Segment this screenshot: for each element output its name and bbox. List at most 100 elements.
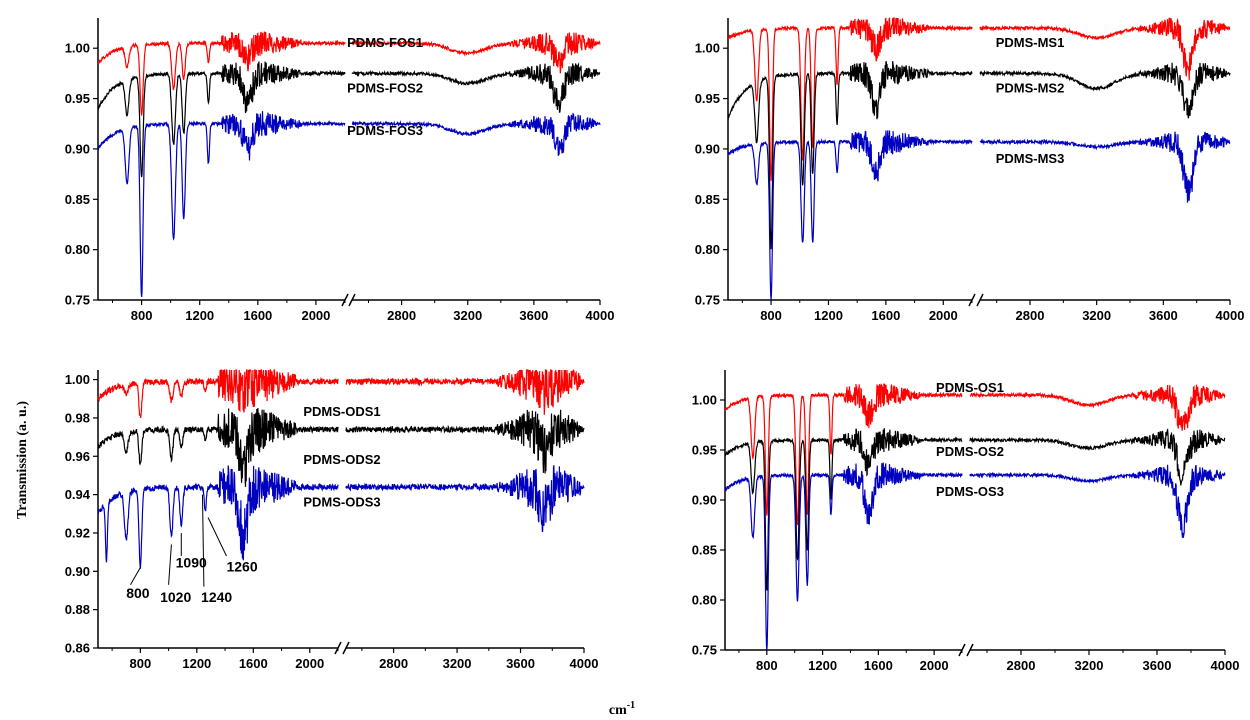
y-tick-label: 0.90 bbox=[65, 141, 90, 156]
series-line-pdms-ods2 bbox=[97, 407, 339, 487]
y-tick-label: 0.75 bbox=[65, 293, 90, 308]
x-axis-title: cm-1 bbox=[609, 700, 635, 718]
x-tick-label: 1200 bbox=[185, 308, 214, 323]
series-line-pdms-os3 bbox=[969, 464, 1226, 538]
x-tick-label: 1200 bbox=[814, 308, 843, 323]
x-tick-label: 3600 bbox=[519, 308, 548, 323]
series-label-pdms-ms3: PDMS-MS3 bbox=[996, 151, 1065, 166]
y-tick-label: 0.95 bbox=[695, 91, 720, 106]
x-tick-label: 1200 bbox=[808, 658, 837, 673]
x-tick-label: 1600 bbox=[864, 658, 893, 673]
peak-annotation-1240: 1240 bbox=[201, 589, 232, 605]
y-tick-label: 0.75 bbox=[695, 293, 720, 308]
x-tick-label: 3600 bbox=[1143, 658, 1172, 673]
x-tick-label: 2000 bbox=[301, 308, 330, 323]
series-line-pdms-ods2 bbox=[345, 409, 585, 474]
y-tick-label: 0.75 bbox=[692, 643, 717, 658]
chart-panel-bottom-left: 0.86 0.88 0.90 0.92 0.94 0.96 0.98 1.00 800 1200 1… bbox=[65, 368, 599, 671]
series-label-pdms-ms2: PDMS-MS2 bbox=[996, 81, 1065, 96]
y-tick-label: 0.90 bbox=[695, 141, 720, 156]
series-line-pdms-ods1 bbox=[97, 369, 339, 419]
y-tick-label: 0.80 bbox=[65, 242, 90, 257]
chart-panel-top-right: 0.75 0.80 0.85 0.90 0.95 1.00 800 1200 1600 2000 2… bbox=[695, 16, 1245, 323]
x-tick-label: 2000 bbox=[295, 656, 324, 671]
series-label-pdms-fos2: PDMS-FOS2 bbox=[347, 81, 423, 96]
peak-annotation-line bbox=[201, 494, 205, 587]
y-tick-label: 0.96 bbox=[65, 449, 90, 464]
y-tick-label: 0.90 bbox=[692, 493, 717, 508]
series-line-pdms-fos3 bbox=[97, 111, 346, 298]
x-tick-label: 3600 bbox=[506, 656, 535, 671]
series-line-pdms-fos2 bbox=[351, 62, 601, 113]
series-line-pdms-ms1 bbox=[979, 17, 1231, 81]
chart-panel-top-left: 0.75 0.80 0.85 0.90 0.95 1.00 800 1200 1600 2000 2… bbox=[65, 18, 615, 323]
series-line-pdms-fos3 bbox=[351, 112, 601, 156]
y-tick-label: 0.90 bbox=[65, 564, 90, 579]
series-line-pdms-ms1 bbox=[727, 16, 973, 181]
x-tick-label: 2800 bbox=[1007, 658, 1036, 673]
peak-annotation-line bbox=[207, 517, 227, 557]
y-axis-title: Transmission (a. u.) bbox=[15, 401, 30, 519]
peak-annotation-line bbox=[130, 567, 141, 585]
x-tick-label: 2000 bbox=[929, 308, 958, 323]
y-tick-label: 1.00 bbox=[65, 41, 90, 56]
panels: 0.75 0.80 0.85 0.90 0.95 1.00 800 1200 1600 2000 2… bbox=[65, 16, 1245, 673]
series-line-pdms-ods3 bbox=[345, 465, 585, 533]
x-tick-label: 1200 bbox=[182, 656, 211, 671]
x-axis-title-sup: -1 bbox=[627, 700, 635, 711]
x-tick-label: 800 bbox=[130, 656, 152, 671]
y-tick-label: 1.00 bbox=[695, 41, 720, 56]
x-axis-title-base: cm bbox=[609, 703, 627, 718]
x-tick-label: 4000 bbox=[570, 656, 599, 671]
peak-annotation-1020: 1020 bbox=[160, 589, 191, 605]
x-tick-label: 2800 bbox=[1016, 308, 1045, 323]
x-tick-label: 3200 bbox=[1082, 308, 1111, 323]
series-line-pdms-fos2 bbox=[97, 61, 346, 178]
y-tick-label: 0.80 bbox=[695, 242, 720, 257]
series-line-pdms-fos1 bbox=[97, 31, 346, 116]
x-tick-label: 1600 bbox=[871, 308, 900, 323]
series-line-pdms-fos1 bbox=[351, 32, 601, 74]
series-line-pdms-os1 bbox=[969, 384, 1226, 431]
peak-annotation-800: 800 bbox=[126, 585, 150, 601]
y-tick-label: 1.00 bbox=[65, 372, 90, 387]
series-label-pdms-os2: PDMS-OS2 bbox=[936, 444, 1004, 459]
y-tick-label: 0.85 bbox=[692, 543, 717, 558]
y-tick-label: 0.98 bbox=[65, 410, 90, 425]
series-label-pdms-ods3: PDMS-ODS3 bbox=[303, 494, 380, 509]
axis-break-mark bbox=[342, 641, 350, 655]
axis-break-mark bbox=[966, 643, 974, 657]
series-line-pdms-os2 bbox=[969, 428, 1226, 486]
series-label-pdms-ms1: PDMS-MS1 bbox=[996, 35, 1065, 50]
x-tick-label: 4000 bbox=[1216, 308, 1245, 323]
x-tick-label: 4000 bbox=[586, 308, 615, 323]
y-tick-label: 0.86 bbox=[65, 641, 90, 656]
series-line-pdms-os3 bbox=[724, 462, 963, 651]
series-label-pdms-os3: PDMS-OS3 bbox=[936, 484, 1004, 499]
chart-panel-bottom-right: 0.75 0.80 0.85 0.90 0.95 1.00 800 1200 1600 2000 2… bbox=[692, 370, 1239, 673]
peak-annotation-line bbox=[168, 544, 172, 585]
x-tick-label: 1600 bbox=[239, 656, 268, 671]
y-tick-label: 0.85 bbox=[65, 192, 90, 207]
series-line-pdms-ods1 bbox=[345, 368, 585, 415]
series-label-pdms-ods1: PDMS-ODS1 bbox=[303, 404, 380, 419]
series-label-pdms-fos1: PDMS-FOS1 bbox=[347, 35, 423, 50]
y-tick-label: 1.00 bbox=[692, 393, 717, 408]
x-tick-label: 3200 bbox=[453, 308, 482, 323]
x-tick-label: 800 bbox=[760, 308, 782, 323]
x-tick-label: 800 bbox=[756, 658, 778, 673]
peak-annotation-1260: 1260 bbox=[226, 558, 257, 574]
y-tick-label: 0.94 bbox=[65, 487, 91, 502]
series-label-pdms-os1: PDMS-OS1 bbox=[936, 380, 1004, 395]
y-tick-label: 0.95 bbox=[692, 443, 717, 458]
x-tick-label: 3200 bbox=[443, 656, 472, 671]
y-tick-label: 0.95 bbox=[65, 91, 90, 106]
series-line-pdms-ms3 bbox=[979, 131, 1231, 203]
series-line-pdms-ods3 bbox=[97, 465, 339, 569]
y-tick-label: 0.80 bbox=[692, 593, 717, 608]
series-line-pdms-ms2 bbox=[979, 62, 1231, 119]
x-tick-label: 3600 bbox=[1149, 308, 1178, 323]
x-tick-label: 1600 bbox=[243, 308, 272, 323]
series-line-pdms-os1 bbox=[724, 383, 963, 526]
